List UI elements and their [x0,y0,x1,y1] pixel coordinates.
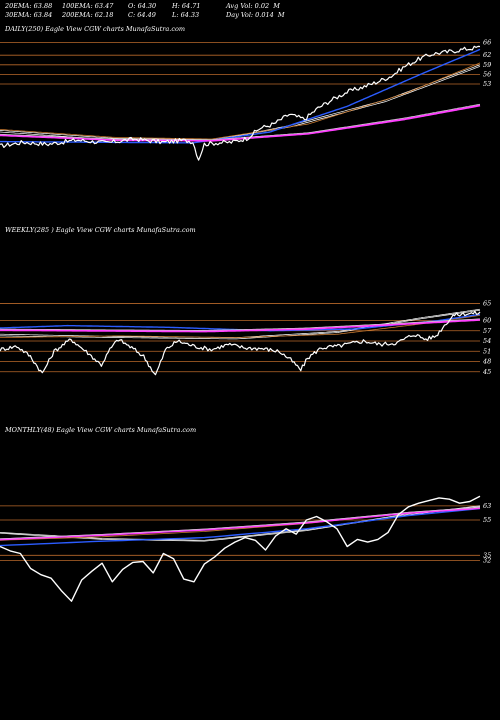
daily-tick-label: 56 [483,70,491,78]
daily-tick-label: 66 [483,38,491,46]
weekly-ema-line-3 [0,315,481,338]
header-high: H: 64.71 [172,2,201,10]
header-20ema: 20EMA: 63.88 [5,2,53,10]
header-day-vol: Day Vol: 0.014 M [226,11,285,19]
weekly-tick-label: 51 [483,347,491,355]
daily-ema-line-1 [0,64,481,142]
monthly-chart-title: MONTHLY(48) Eagle View CGW charts Munafa… [4,426,196,434]
daily-chart-title: DAILY(250) Eagle View CGW charts MunafaS… [4,25,185,33]
weekly-ema-line-6 [0,318,481,331]
monthly-ema-line-4 [0,507,481,547]
header-avg-vol: Avg Vol: 0.02 M [226,2,280,10]
weekly-tick-label: 45 [482,368,491,376]
daily-ema-line-2 [0,66,481,141]
header-close: C: 64.49 [128,11,156,19]
monthly-tick-label: 55 [483,516,491,524]
daily-ema-line-4 [0,48,481,144]
daily-tick-label: 53 [483,80,491,88]
daily-ema-line-5 [0,104,481,142]
weekly-tick-label: 57 [483,327,492,335]
daily-ema-line-3 [0,62,481,140]
header-100ema: 100EMA: 63.47 [62,2,114,10]
weekly-price-line-0 [0,310,481,376]
header-30ema: 30EMA: 63.84 [5,11,53,19]
monthly-tick-label: 35 [483,551,491,559]
weekly-tick-label: 54 [483,337,491,345]
monthly-tick-label: 32 [483,557,491,565]
weekly-tick-label: 60 [483,317,491,325]
daily-tick-label: 62 [483,51,491,59]
weekly-chart-title: WEEKLY(285 ) Eagle View CGW charts Munaf… [5,226,196,234]
monthly-price-line-0 [0,495,481,602]
header-200ema: 200EMA: 62.18 [62,11,114,19]
header-low: L: 64.33 [172,11,200,19]
daily-ema-line-6 [0,103,481,141]
daily-price-line-0 [0,45,481,161]
header-open: O: 64.30 [128,2,157,10]
monthly-tick-label: 63 [483,502,491,510]
weekly-ema-line-1 [0,309,481,340]
daily-tick-label: 59 [483,61,491,69]
weekly-ema-line-5 [0,318,481,333]
weekly-tick-label: 48 [482,358,491,366]
weekly-tick-label: 65 [483,299,491,307]
